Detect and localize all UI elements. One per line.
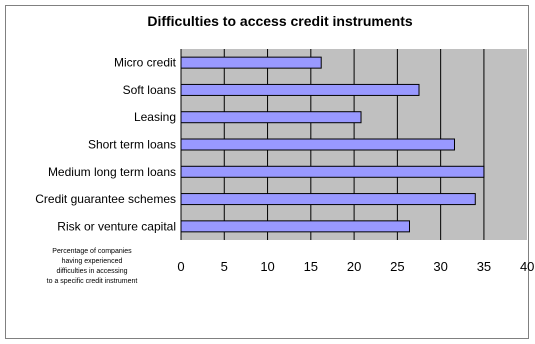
- category-label-1: Soft loans: [123, 83, 176, 97]
- category-labels: Micro credit Soft loans Leasing Short term …: [35, 56, 176, 234]
- bar-6: [180, 220, 410, 233]
- axis-note: Percentage of companies having experience…: [47, 248, 138, 285]
- x-tick-label-20: 20: [347, 259, 361, 274]
- x-tick-label-0: 0: [177, 259, 184, 274]
- bar-0: [180, 56, 322, 69]
- category-label-6: Risk or venture capital: [57, 219, 176, 233]
- bar-2: [180, 111, 362, 124]
- bar-4: [180, 165, 485, 178]
- note-line-0: Percentage of companies: [52, 248, 132, 255]
- bar-5: [180, 193, 476, 206]
- x-tick-labels: 0 5 10 15 20 25 30 35 40: [177, 259, 534, 274]
- note-line-1: having experienced: [62, 258, 123, 265]
- category-label-3: Short term loans: [88, 138, 176, 152]
- category-label-5: Credit guarantee schemes: [35, 192, 176, 206]
- x-tick-label-10: 10: [260, 259, 274, 274]
- x-tick-label-40: 40: [520, 259, 534, 274]
- category-label-0: Micro credit: [114, 56, 177, 70]
- bars: [180, 56, 485, 233]
- category-label-2: Leasing: [134, 110, 176, 124]
- x-tick-label-25: 25: [390, 259, 404, 274]
- x-tick-label-15: 15: [304, 259, 318, 274]
- chart-title: Difficulties to access credit instrument…: [147, 13, 413, 29]
- bar-3: [180, 138, 455, 151]
- note-line-3: to a specific credit instrument: [47, 278, 138, 285]
- category-label-4: Medium long term loans: [48, 165, 176, 179]
- x-tick-label-5: 5: [221, 259, 228, 274]
- x-tick-label-30: 30: [433, 259, 447, 274]
- bar-1: [180, 83, 420, 96]
- note-line-2: difficulties in accessing: [56, 268, 127, 275]
- x-tick-label-35: 35: [477, 259, 491, 274]
